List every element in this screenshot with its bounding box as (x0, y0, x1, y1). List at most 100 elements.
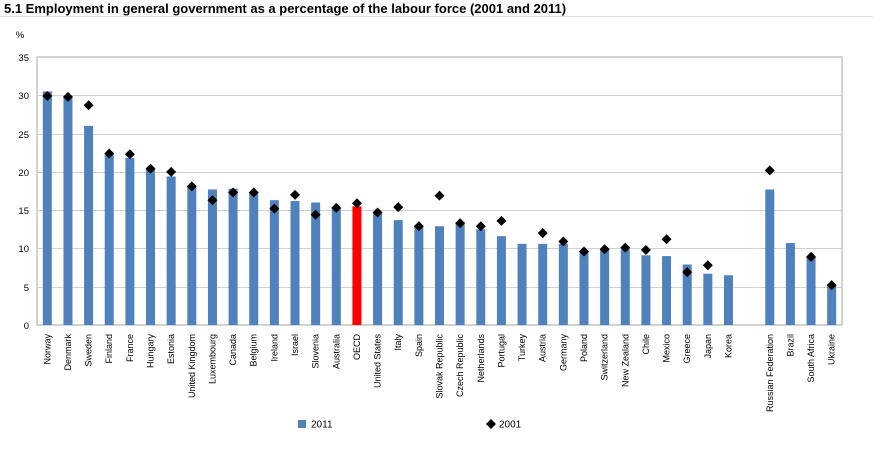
x-tick-label: Netherlands (476, 334, 486, 383)
x-tick-label: Portugal (496, 334, 506, 368)
bar-2011 (269, 200, 279, 325)
marker-2001 (393, 202, 404, 213)
chart-title: 5.1 Employment in general government as … (4, 1, 567, 16)
x-tick-label: Russian Federation (765, 334, 775, 412)
y-tick-label: 5 (24, 283, 29, 294)
marker-2001 (702, 260, 713, 271)
legend-label-2011: 2011 (311, 420, 333, 431)
marker-2001 (310, 209, 321, 220)
x-tick-label: Denmark (63, 334, 73, 371)
y-tick-label: 0 (24, 321, 29, 332)
y-tick-label: 25 (18, 130, 29, 141)
bar-2011 (827, 285, 837, 325)
marker-2001 (682, 267, 693, 278)
bar-2011 (662, 256, 672, 325)
bar-2011 (682, 264, 692, 325)
y-tick-label: 10 (18, 244, 29, 255)
marker-2001 (806, 251, 817, 262)
bar-2011 (765, 189, 775, 325)
marker-2001 (413, 221, 424, 232)
marker-2001 (620, 242, 631, 253)
marker-2001 (640, 244, 651, 255)
marker-2001 (83, 100, 94, 111)
legend-swatch-2011 (298, 420, 306, 428)
bar-2011 (249, 193, 259, 325)
x-tick-label: France (125, 334, 135, 362)
bar-2011 (63, 96, 73, 326)
x-tick-label: Poland (579, 334, 589, 362)
x-tick-label: Spain (414, 334, 424, 357)
marker-2001 (661, 234, 672, 245)
bar-2011 (476, 229, 486, 325)
x-tick-label: OECD (352, 334, 362, 361)
marker-2001 (207, 195, 218, 206)
marker-2001 (496, 215, 507, 226)
x-tick-label: Israel (290, 334, 300, 356)
x-tick-label: Norway (42, 334, 52, 365)
x-tick-label: Slovak Republic (435, 334, 445, 399)
x-tick-label: Ireland (269, 334, 279, 362)
x-tick-label: New Zealand (620, 334, 630, 387)
x-tick-label: Estonia (166, 334, 176, 364)
y-axis-label: % (16, 30, 25, 41)
x-tick-label: Brazil (785, 334, 795, 357)
marker-2001 (434, 190, 445, 201)
marker-2001 (372, 207, 383, 218)
marker-2001 (248, 187, 259, 198)
marker-2001 (228, 187, 239, 198)
marker-2001 (455, 218, 466, 229)
marker-2001 (166, 166, 177, 177)
x-tick-label: Switzerland (600, 334, 610, 381)
x-tick-label: Italy (393, 334, 403, 351)
bar-2011 (538, 243, 548, 325)
y-tick-label: 35 (18, 53, 29, 64)
bar-2011 (84, 125, 94, 326)
bar-2011 (207, 189, 217, 325)
bar-2011 (311, 202, 321, 325)
x-tick-label: Mexico (662, 334, 672, 363)
bar-2011 (352, 206, 362, 325)
marker-2001 (764, 165, 775, 176)
bar-2011 (42, 91, 52, 325)
marker-2001 (599, 244, 610, 255)
y-tick-label: 15 (18, 206, 29, 217)
marker-2001 (269, 203, 280, 214)
bar-2011 (558, 243, 568, 325)
x-tick-label: Ukraine (827, 334, 837, 365)
bar-2011 (393, 220, 403, 325)
bar-2011 (435, 226, 444, 325)
x-tick-label: Czech Republic (455, 334, 465, 398)
marker-2001 (62, 91, 73, 102)
y-tick-label: 30 (18, 91, 29, 102)
marker-2001 (826, 280, 837, 291)
bar-2011 (703, 273, 713, 325)
bar-2011 (620, 249, 630, 325)
x-tick-label: Canada (228, 334, 238, 366)
bar-2011 (331, 207, 341, 325)
marker-2001 (331, 202, 342, 213)
bar-2011 (146, 169, 156, 325)
bar-2011 (723, 275, 733, 325)
bar-2011 (290, 200, 300, 325)
bar-2011 (641, 255, 651, 325)
bar-2011 (785, 243, 795, 325)
x-tick-label: United Kingdom (187, 334, 197, 398)
x-tick-label: Germany (558, 334, 568, 372)
legend-label-2001: 2001 (499, 420, 522, 431)
bar-2011 (187, 187, 197, 325)
marker-2001 (186, 181, 197, 192)
bar-2011 (414, 226, 424, 325)
bar-2011 (373, 213, 383, 325)
marker-2001 (104, 148, 115, 159)
bar-2011 (228, 188, 238, 325)
x-tick-label: Luxembourg (207, 334, 217, 384)
x-tick-label: Chile (641, 334, 651, 355)
bar-2011 (104, 153, 114, 325)
bar-2011 (600, 249, 610, 325)
bar-2011 (496, 236, 506, 325)
x-tick-label: Finland (104, 334, 114, 364)
x-tick-label: Austria (538, 334, 548, 362)
marker-2001 (578, 246, 589, 257)
